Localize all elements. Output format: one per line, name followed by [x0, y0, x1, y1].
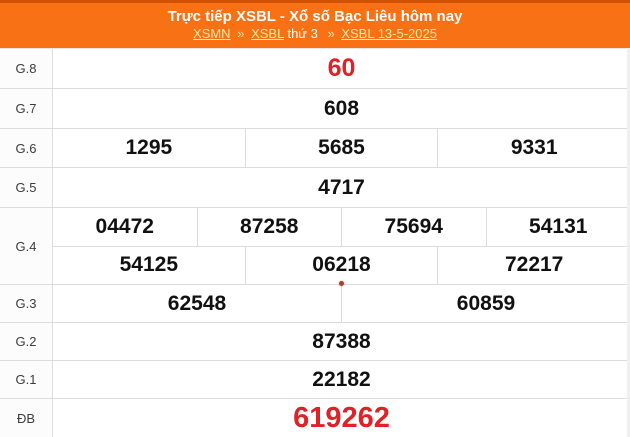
prize-values-g6: 1295 5685 9331 — [53, 129, 630, 167]
prize-row-g1: G.1 22182 — [0, 360, 630, 398]
prize-number: 54125 — [119, 253, 179, 277]
prize-number: 60859 — [341, 285, 630, 322]
page-header: Trực tiếp XSBL - Xổ số Bạc Liêu hôm nay … — [0, 0, 630, 48]
prize-label-g8: G.8 — [0, 49, 53, 88]
prize-number: 87388 — [312, 329, 371, 353]
prize-number: 04472 — [95, 214, 154, 238]
prize-values-g4-line1: 04472 87258 75694 54131 — [53, 208, 630, 247]
prize-label-g1: G.1 — [0, 361, 53, 398]
prize-row-g3: G.3 62548 60859 — [0, 284, 630, 322]
prize-label-g7: G.7 — [0, 89, 53, 128]
prize-values-db: 619262 — [53, 399, 630, 437]
prize-row-g6: G.6 1295 5685 9331 — [0, 128, 630, 167]
prize-row-g5: G.5 4717 — [0, 167, 630, 207]
prize-values-g5: 4717 — [53, 168, 630, 207]
prize-values-g1: 22182 — [53, 361, 630, 398]
prize-label-db: ĐB — [0, 399, 53, 437]
prize-row-g7: G.7 608 — [0, 88, 630, 128]
prize-number: 608 — [323, 96, 360, 120]
prize-number: 75694 — [341, 208, 486, 246]
prize-number: 22182 — [312, 367, 371, 391]
breadcrumb-link-date[interactable]: XSBL 13-5-2025 — [341, 26, 437, 41]
prize-label-g2: G.2 — [0, 323, 53, 360]
prize-number: 06218 — [244, 246, 438, 284]
prize-row-g2: G.2 87388 — [0, 322, 630, 360]
breadcrumb: XSMN » XSBL thứ 3 » XSBL 13-5-2025 — [0, 26, 630, 42]
breadcrumb-link-xsbl[interactable]: XSBL — [251, 26, 284, 41]
prize-values-g3: 62548 60859 — [53, 285, 630, 322]
prize-label-g5: G.5 — [0, 168, 53, 207]
breadcrumb-link-xsmn[interactable]: XSMN — [193, 26, 231, 41]
prize-values-g4-line2: 54125 06218 72217 — [53, 246, 630, 284]
breadcrumb-weekday: thứ 3 — [287, 26, 318, 41]
page-title: Trực tiếp XSBL - Xổ số Bạc Liêu hôm nay — [167, 8, 463, 25]
prize-number: 9331 — [437, 129, 630, 167]
prize-number: 87258 — [196, 208, 342, 246]
prize-label-g3: G.3 — [0, 285, 53, 322]
prize-row-g8: G.8 60 — [0, 48, 630, 88]
prize-values-g8: 60 — [53, 49, 630, 88]
prize-number: 1295 — [125, 136, 173, 159]
prize-table: G.8 60 G.7 608 G.6 1295 5685 9331 G.5 47… — [0, 48, 630, 437]
prize-number: 72217 — [437, 246, 630, 284]
prize-number: 5685 — [244, 129, 438, 167]
page-right-edge — [627, 48, 630, 437]
prize-number: 619262 — [293, 401, 390, 434]
live-drawing-dot-icon — [339, 281, 344, 286]
prize-number: 60 — [327, 54, 356, 82]
prize-number: 62548 — [167, 291, 227, 315]
prize-number: 4717 — [318, 175, 365, 199]
prize-values-g4: 04472 87258 75694 54131 54125 06218 7221… — [53, 208, 630, 284]
prize-row-db: ĐB 619262 — [0, 398, 630, 437]
prize-row-g4: G.4 04472 87258 75694 54131 54125 06218 … — [0, 207, 630, 284]
breadcrumb-separator: » — [237, 26, 245, 41]
prize-label-g6: G.6 — [0, 129, 53, 167]
prize-number: 54131 — [485, 208, 630, 246]
prize-values-g7: 608 — [53, 89, 630, 128]
breadcrumb-separator: » — [327, 26, 335, 41]
prize-values-g2: 87388 — [53, 323, 630, 360]
prize-label-g4: G.4 — [0, 208, 53, 284]
